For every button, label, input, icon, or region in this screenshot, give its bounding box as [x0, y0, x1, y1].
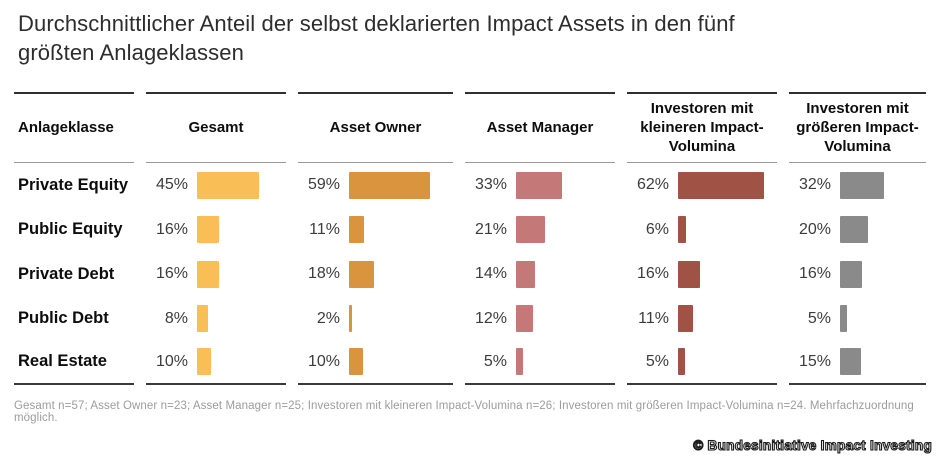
value-bar: [349, 305, 352, 333]
percentage-value: 62%: [636, 176, 669, 194]
percentage-value: 59%: [307, 176, 340, 194]
value-cell-gesamt: 45%: [146, 163, 286, 207]
table-row: Private Equity 45% 59% 33% 62% 32%: [14, 163, 926, 207]
value-bar: [349, 348, 363, 376]
column-header-investoren-kleinere-volumina: Investoren mit kleineren Impact-Volumina: [627, 92, 777, 164]
percentage-value: 18%: [307, 265, 340, 283]
percentage-value: 5%: [483, 352, 507, 370]
table-body: Private Equity 45% 59% 33% 62% 32% Publi…: [14, 163, 926, 386]
row-label: Public Equity: [18, 220, 123, 239]
value-bar: [516, 260, 536, 288]
table-header-row: Anlageklasse Gesamt Asset Owner Asset Ma…: [14, 92, 926, 164]
value-bar: [516, 216, 545, 244]
value-cell-gesamt: 10%: [146, 341, 286, 386]
impact-assets-table: Anlageklasse Gesamt Asset Owner Asset Ma…: [14, 92, 926, 386]
row-label: Real Estate: [14, 341, 134, 386]
value-bar: [197, 305, 208, 333]
value-bar: [516, 171, 562, 199]
percentage-value: 16%: [155, 265, 188, 283]
value-cell-investoren-kleinere: 62%: [627, 163, 777, 207]
value-cell-investoren-groessere: 20%: [789, 208, 926, 252]
value-cell-asset-owner: 59%: [298, 163, 453, 207]
value-bar: [678, 216, 687, 244]
column-header-asset-owner: Asset Owner: [298, 92, 453, 164]
percentage-value: 5%: [645, 352, 669, 370]
value-bar: [840, 348, 861, 376]
value-cell-investoren-groessere: 5%: [789, 296, 926, 340]
value-bar: [349, 216, 365, 244]
table-row: Real Estate 10% 10% 5% 5% 15%: [14, 341, 926, 386]
percentage-value: 10%: [155, 352, 188, 370]
percentage-value: 12%: [474, 309, 507, 327]
value-cell-asset-manager: 12%: [465, 296, 615, 340]
value-cell-asset-manager: 33%: [465, 163, 615, 207]
value-bar: [349, 171, 431, 199]
value-cell-investoren-kleinere: 6%: [627, 208, 777, 252]
percentage-value: 2%: [316, 309, 340, 327]
table-row: Private Debt 16% 18% 14% 16% 16%: [14, 252, 926, 296]
footnote: Gesamt n=57; Asset Owner n=23; Asset Man…: [14, 400, 914, 425]
percentage-value: 10%: [307, 352, 340, 370]
value-cell-investoren-kleinere: 5%: [627, 341, 777, 386]
percentage-value: 6%: [645, 220, 669, 238]
percentage-value: 14%: [474, 265, 507, 283]
value-cell-investoren-kleinere: 11%: [627, 296, 777, 340]
value-bar: [678, 260, 701, 288]
percentage-value: 16%: [155, 220, 188, 238]
row-label: Public Debt: [18, 309, 109, 328]
column-header-investoren-groessere-volumina: Investoren mit größeren Impact-Volumina: [789, 92, 926, 164]
value-cell-gesamt: 16%: [146, 208, 286, 252]
value-cell-investoren-groessere: 32%: [789, 163, 926, 207]
watermark-bundesinitiative-impact-investing: © Bundesinitiative Impact Investing: [693, 437, 933, 453]
value-bar: [197, 348, 211, 376]
row-label: Private Equity: [18, 175, 129, 194]
value-cell-investoren-groessere: 15%: [789, 341, 926, 386]
percentage-value: 33%: [474, 176, 507, 194]
value-bar: [516, 305, 533, 333]
value-cell-investoren-groessere: 16%: [789, 252, 926, 296]
value-cell-gesamt: 16%: [146, 252, 286, 296]
table-row: Public Equity 16% 11% 21% 6% 20%: [14, 208, 926, 252]
value-bar: [516, 348, 523, 376]
value-bar: [840, 260, 863, 288]
value-bar: [840, 216, 868, 244]
value-cell-asset-owner: 11%: [298, 208, 453, 252]
value-cell-asset-owner: 10%: [298, 341, 453, 386]
value-bar: [197, 260, 220, 288]
percentage-value: 15%: [798, 352, 831, 370]
value-bar: [678, 348, 685, 376]
value-bar: [840, 305, 847, 333]
value-cell-asset-manager: 5%: [465, 341, 615, 386]
value-cell-investoren-kleinere: 16%: [627, 252, 777, 296]
percentage-value: 11%: [638, 309, 669, 327]
column-header-anlageklasse: Anlageklasse: [14, 92, 134, 164]
value-bar: [678, 305, 694, 333]
row-label: Private Debt: [18, 264, 115, 283]
value-bar: [197, 171, 260, 199]
percentage-value: 45%: [155, 176, 188, 194]
percentage-value: 21%: [474, 220, 507, 238]
table-row: Public Debt 8% 2% 12% 11% 5%: [14, 296, 926, 340]
column-header-gesamt: Gesamt: [146, 92, 286, 164]
chart-title: Durchschnittlicher Anteil der selbst dek…: [18, 11, 735, 65]
value-bar: [840, 171, 885, 199]
value-cell-asset-manager: 14%: [465, 252, 615, 296]
value-cell-asset-manager: 21%: [465, 208, 615, 252]
percentage-value: 8%: [164, 309, 188, 327]
percentage-value: 11%: [309, 220, 340, 238]
percentage-value: 16%: [798, 265, 831, 283]
percentage-value: 20%: [798, 220, 831, 238]
value-bar: [678, 171, 764, 199]
value-bar: [349, 260, 374, 288]
value-cell-asset-owner: 2%: [298, 296, 453, 340]
column-header-asset-manager: Asset Manager: [465, 92, 615, 164]
percentage-value: 32%: [798, 176, 831, 194]
value-cell-asset-owner: 18%: [298, 252, 453, 296]
percentage-value: 5%: [807, 309, 831, 327]
percentage-value: 16%: [636, 265, 669, 283]
value-bar: [197, 216, 220, 244]
value-cell-gesamt: 8%: [146, 296, 286, 340]
